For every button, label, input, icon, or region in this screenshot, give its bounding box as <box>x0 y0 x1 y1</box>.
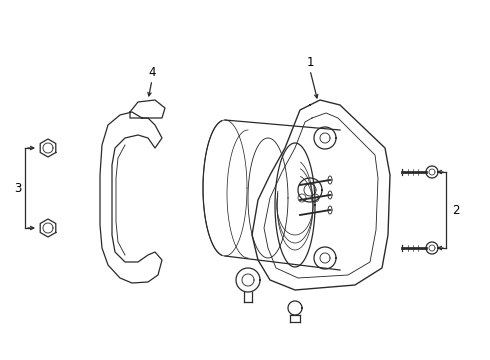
Text: 2: 2 <box>452 203 460 216</box>
Text: 1: 1 <box>306 55 314 68</box>
Text: 4: 4 <box>148 66 156 78</box>
Text: 3: 3 <box>14 181 22 194</box>
